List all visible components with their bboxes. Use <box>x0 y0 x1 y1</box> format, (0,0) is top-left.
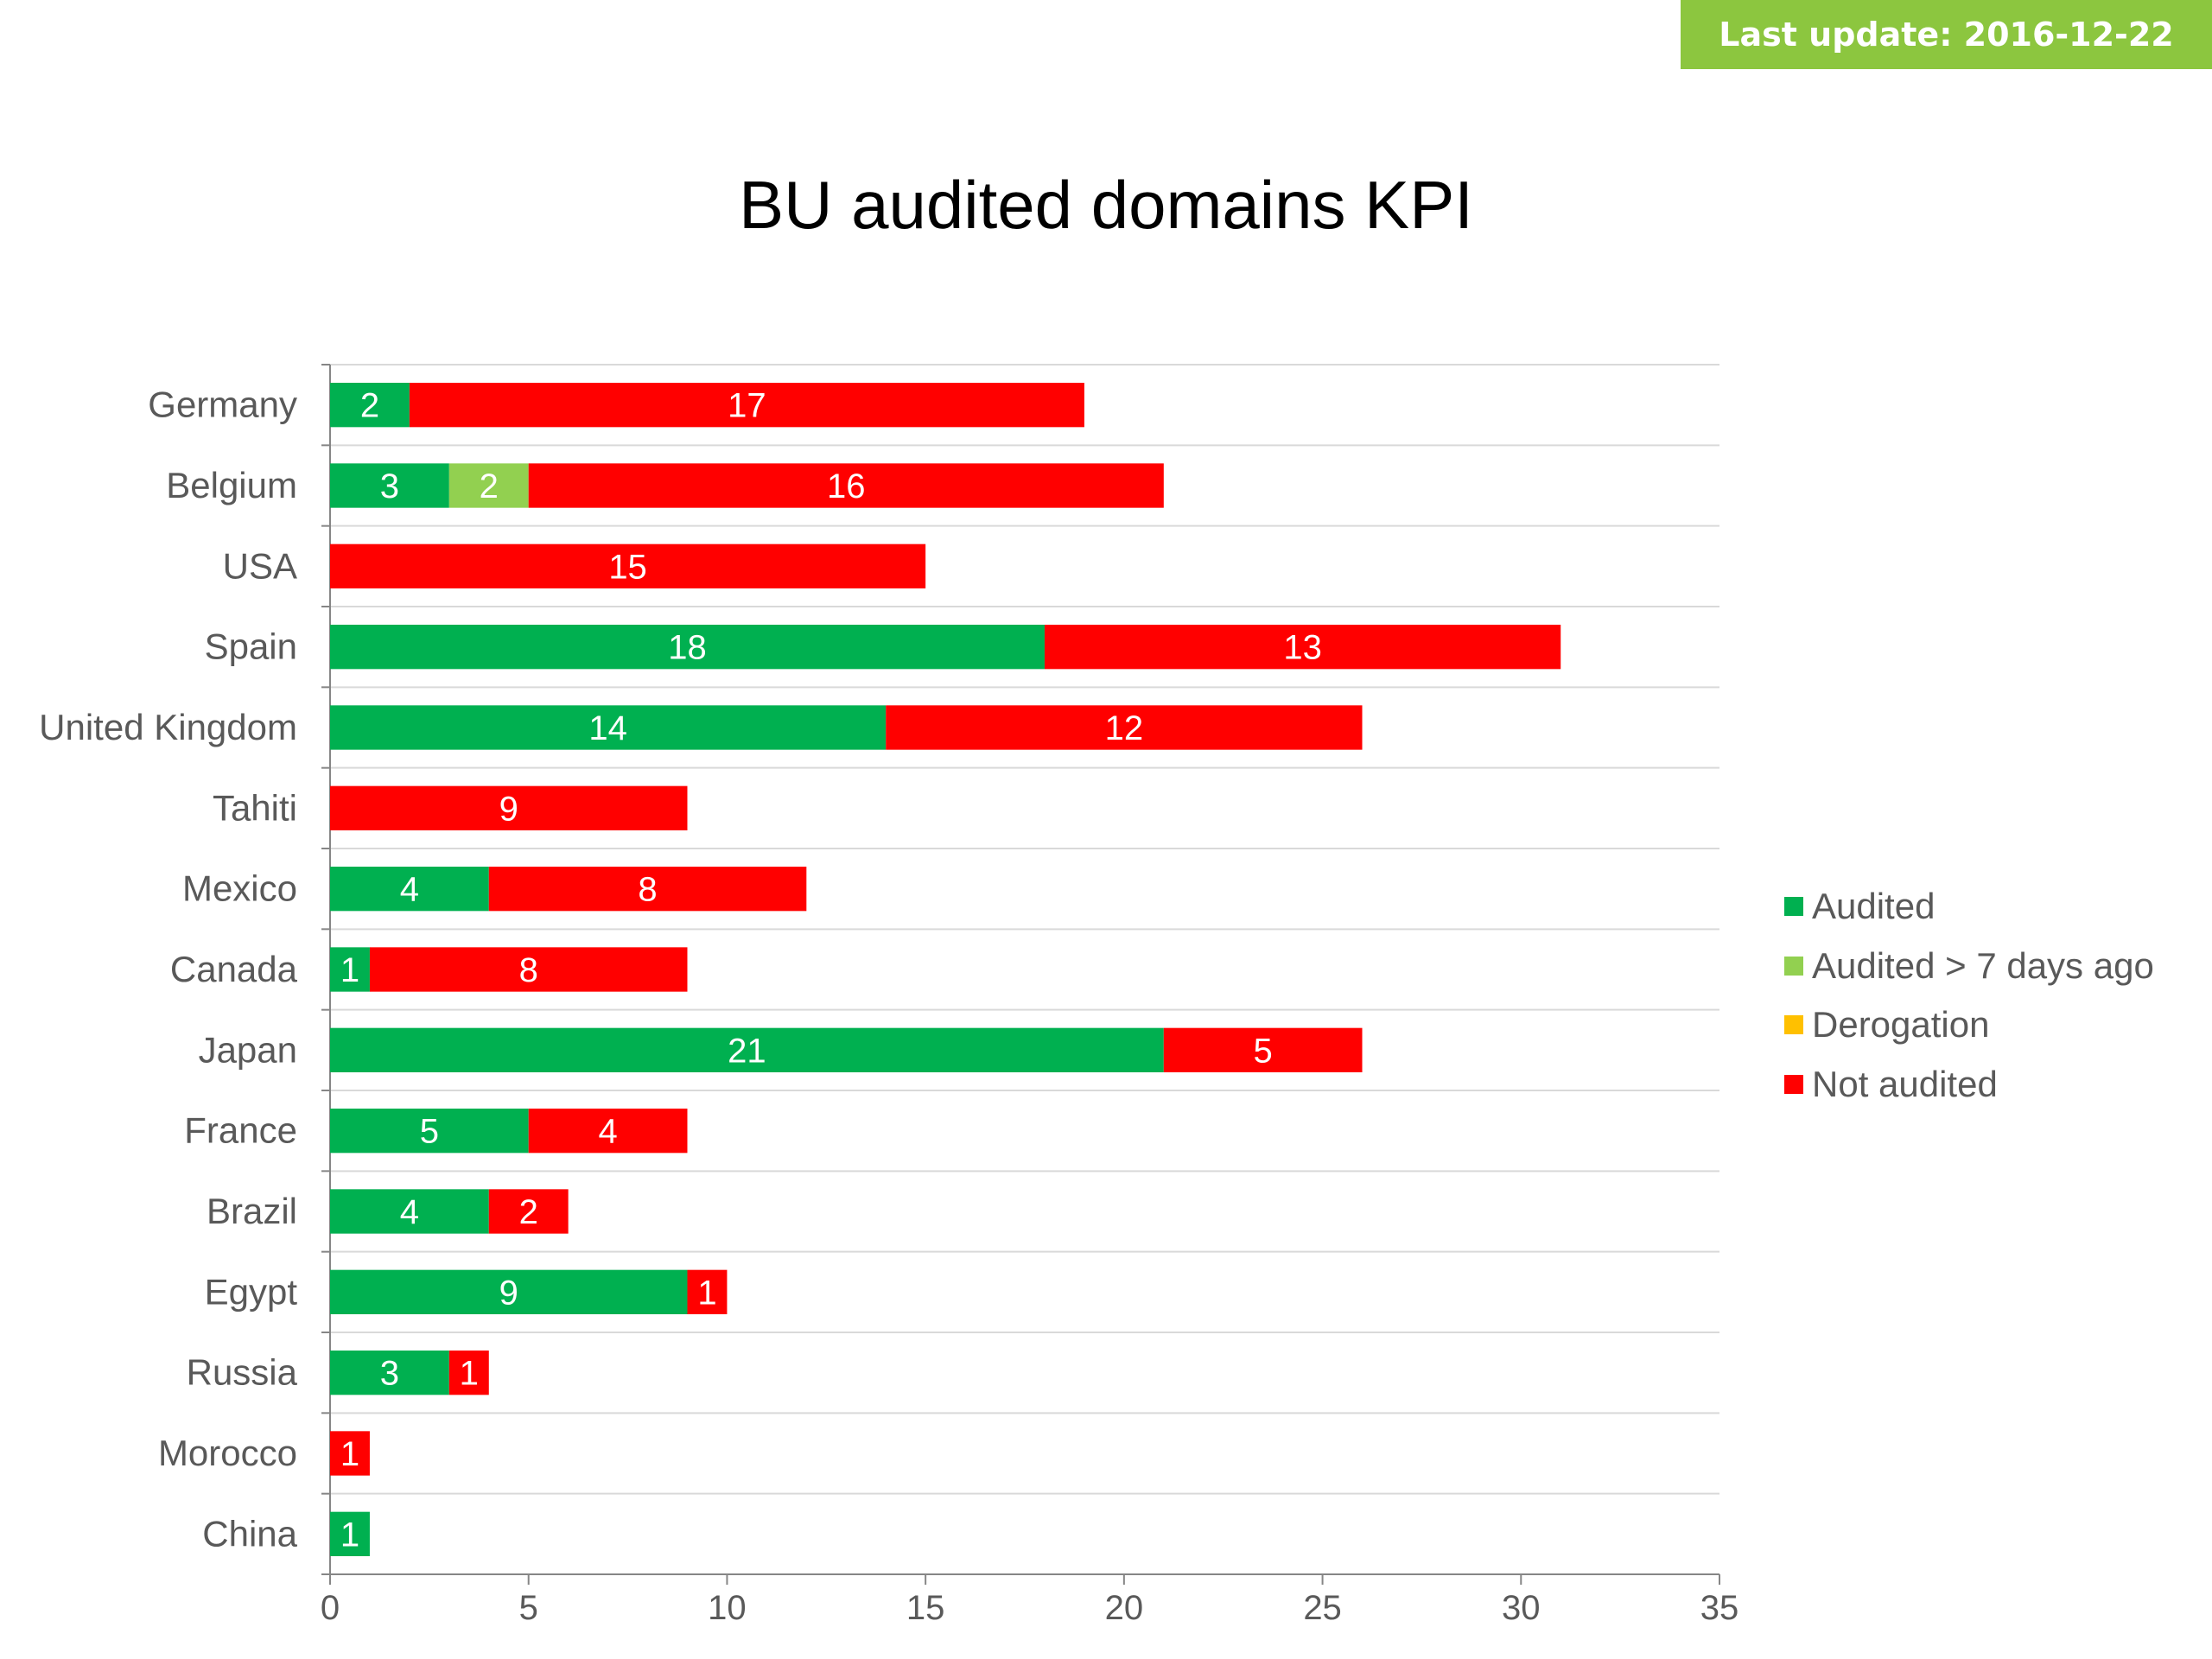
data-label: 3 <box>380 1355 399 1393</box>
x-tick-label: 0 <box>321 1589 340 1627</box>
category-label: Russia <box>187 1352 298 1393</box>
data-label: 9 <box>499 1274 518 1312</box>
category-label: United Kingdom <box>39 707 297 747</box>
x-tick-label: 35 <box>1700 1589 1739 1627</box>
legend-label-derogation: Derogation <box>1812 1004 1990 1046</box>
bar-segment <box>1163 1027 1363 1072</box>
x-tick-label: 30 <box>1502 1589 1541 1627</box>
legend-swatch-not-audited <box>1784 1074 1803 1094</box>
bar-segment <box>488 867 807 912</box>
bar-segment <box>330 543 926 588</box>
x-tick-label: 25 <box>1303 1589 1342 1627</box>
data-label: 3 <box>380 467 399 505</box>
bar-segment <box>330 1351 449 1395</box>
data-label: 14 <box>588 709 627 747</box>
category-label: France <box>184 1110 297 1151</box>
legend-item-derogation: Derogation <box>1784 995 2154 1055</box>
data-label: 15 <box>608 548 647 586</box>
bar-segment <box>330 383 410 428</box>
legend-label-audited: Audited <box>1812 886 1936 927</box>
bar-segment <box>330 1027 1164 1072</box>
legend-swatch-audited-old <box>1784 956 1803 976</box>
category-label: China <box>202 1513 297 1554</box>
bar-segment <box>886 705 1363 750</box>
chart-legend: Audited Audited > 7 days ago Derogation … <box>1784 877 2154 1114</box>
last-update-badge: Last update: 2016-12-22 <box>1681 0 2212 69</box>
bar-segment <box>330 1109 529 1154</box>
legend-label-audited-old: Audited > 7 days ago <box>1812 944 2154 986</box>
category-label: Mexico <box>182 868 297 909</box>
x-tick-label: 10 <box>708 1589 747 1627</box>
category-label: Egypt <box>205 1271 298 1312</box>
bar-segment <box>448 463 529 508</box>
data-label: 1 <box>460 1355 479 1393</box>
bar-segment <box>330 1431 370 1476</box>
legend-label-not-audited: Not audited <box>1812 1063 1998 1104</box>
bar-segment <box>330 1511 370 1556</box>
category-label: Brazil <box>207 1191 297 1231</box>
data-label: 21 <box>728 1032 766 1070</box>
data-label: 4 <box>598 1113 617 1151</box>
data-label: 5 <box>420 1113 439 1151</box>
x-tick-label: 20 <box>1105 1589 1144 1627</box>
bar-segment <box>330 705 887 750</box>
legend-item-audited-old: Audited > 7 days ago <box>1784 937 2154 996</box>
bar-segment <box>488 1189 569 1234</box>
data-label: 16 <box>827 467 866 505</box>
data-label: 5 <box>1254 1032 1273 1070</box>
legend-item-audited: Audited <box>1784 877 2154 937</box>
data-label: 2 <box>360 387 379 425</box>
x-tick-label: 5 <box>519 1589 538 1627</box>
category-label: USA <box>223 545 297 586</box>
bar-segment <box>528 463 1164 508</box>
data-label: 13 <box>1283 629 1322 667</box>
legend-swatch-derogation <box>1784 1015 1803 1035</box>
bar-segment <box>528 1109 688 1154</box>
category-label: Belgium <box>166 465 297 505</box>
category-label: Canada <box>170 949 298 989</box>
data-label: 4 <box>400 871 419 909</box>
bar-segment <box>330 1189 489 1234</box>
category-label: Morocco <box>158 1433 297 1473</box>
data-label: 17 <box>728 387 766 425</box>
data-label: 1 <box>340 951 359 989</box>
bar-segment <box>330 947 370 992</box>
data-label: 4 <box>400 1193 419 1231</box>
data-label: 12 <box>1105 709 1144 747</box>
legend-item-not-audited: Not audited <box>1784 1055 2154 1115</box>
legend-swatch-audited <box>1784 897 1803 917</box>
bar-segment <box>448 1351 489 1395</box>
data-label: 1 <box>340 1516 359 1554</box>
data-label: 2 <box>480 467 499 505</box>
x-tick-label: 15 <box>906 1589 945 1627</box>
category-label: Tahiti <box>213 787 297 828</box>
category-label: Japan <box>199 1029 297 1070</box>
data-label: 9 <box>499 790 518 828</box>
data-label: 2 <box>519 1193 538 1231</box>
data-label: 1 <box>340 1435 359 1473</box>
data-label: 18 <box>668 629 707 667</box>
data-label: 1 <box>697 1274 716 1312</box>
bar-segment <box>687 1269 728 1314</box>
chart-title: BU audited domains KPI <box>739 167 1473 243</box>
bar-segment <box>330 463 449 508</box>
bar-segment <box>330 625 1045 670</box>
bar-segment <box>409 383 1084 428</box>
data-label: 8 <box>519 951 538 989</box>
bar-segment <box>330 1269 688 1314</box>
bar-segment <box>330 785 688 830</box>
data-label: 8 <box>638 871 657 909</box>
category-label: Spain <box>205 626 297 667</box>
bar-segment <box>369 947 688 992</box>
bar-segment <box>330 867 489 912</box>
category-label: Germany <box>148 385 297 425</box>
bar-segment <box>1044 625 1561 670</box>
